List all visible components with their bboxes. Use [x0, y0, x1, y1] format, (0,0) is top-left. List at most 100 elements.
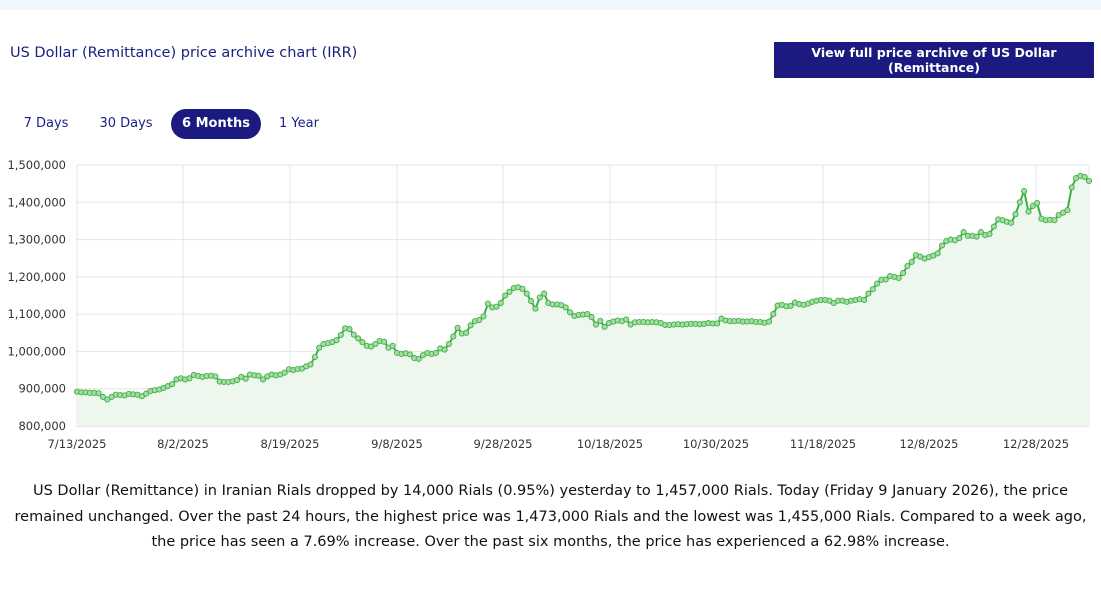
data-point	[143, 390, 150, 397]
data-point	[372, 340, 379, 348]
x-tick-label: 7/13/2025	[48, 437, 107, 451]
x-tick-label: 12/28/2025	[1003, 437, 1069, 451]
y-tick-label: 1,400,000	[7, 195, 66, 209]
data-point	[259, 376, 267, 383]
data-point	[441, 346, 448, 353]
data-point	[1051, 217, 1058, 224]
data-point	[138, 393, 145, 400]
x-tick-label: 8/2/2025	[157, 437, 209, 451]
data-point	[528, 298, 535, 305]
data-point	[714, 320, 721, 327]
data-point	[904, 262, 911, 270]
data-point	[861, 296, 868, 304]
y-tick-label: 1,300,000	[7, 233, 66, 247]
data-point	[623, 316, 630, 323]
data-point	[1064, 207, 1071, 214]
price-chart: 800,000 900,000 1,000,000 1,100,000 1,200,00…	[7, 158, 1093, 451]
series-area	[77, 175, 1089, 426]
data-point	[865, 290, 872, 297]
data-point	[337, 331, 344, 339]
tab-6-months[interactable]: 6 Months	[171, 109, 261, 139]
tab-1-year[interactable]: 1 Year	[279, 116, 319, 131]
data-point	[990, 223, 997, 230]
x-tick-label: 10/30/2025	[683, 437, 749, 451]
data-point	[523, 290, 530, 297]
data-point	[186, 375, 193, 382]
x-tick-label: 9/8/2025	[371, 437, 423, 451]
data-point	[480, 313, 487, 320]
data-point	[869, 286, 876, 293]
data-point	[389, 342, 396, 349]
data-point	[566, 309, 574, 316]
data-point	[536, 294, 543, 301]
data-point	[311, 353, 318, 361]
data-point	[255, 372, 262, 379]
view-full-archive-button[interactable]: View full price archive of US Dollar (Re…	[774, 42, 1094, 78]
data-point	[350, 331, 357, 338]
data-point	[476, 317, 483, 324]
data-point	[484, 300, 491, 307]
tab-30-days[interactable]: 30 Days	[99, 116, 153, 131]
data-point	[467, 322, 474, 329]
data-point	[316, 344, 323, 351]
data-point	[1034, 199, 1041, 207]
data-point	[406, 351, 414, 358]
data-point	[355, 335, 362, 342]
data-point	[493, 303, 500, 310]
data-point	[986, 230, 993, 238]
data-point	[346, 326, 353, 333]
data-point	[584, 311, 591, 318]
data-point	[506, 288, 513, 295]
data-point	[562, 304, 569, 311]
data-point	[895, 274, 902, 282]
data-point	[1068, 184, 1075, 191]
data-point	[1021, 188, 1028, 195]
price-summary-text: US Dollar (Remittance) in Iranian Rials …	[14, 483, 1087, 550]
data-point	[212, 373, 219, 380]
data-point	[787, 302, 794, 309]
data-point	[956, 235, 963, 242]
data-point	[281, 369, 288, 376]
data-point	[899, 270, 907, 277]
chart-title: US Dollar (Remittance) price archive cha…	[10, 45, 358, 61]
data-point	[502, 292, 509, 299]
x-tick-label: 10/18/2025	[577, 437, 643, 451]
data-point	[601, 323, 608, 330]
data-point	[1085, 177, 1093, 185]
data-point	[934, 250, 941, 257]
data-point	[432, 349, 440, 356]
data-point	[532, 305, 539, 312]
data-point	[519, 285, 526, 292]
data-point	[233, 377, 241, 384]
data-point	[104, 396, 111, 403]
data-point	[415, 355, 422, 362]
data-point	[977, 229, 984, 236]
data-point	[359, 339, 366, 346]
data-point	[463, 329, 470, 336]
y-tick-label: 800,000	[18, 419, 66, 433]
data-point	[1012, 211, 1019, 218]
data-point	[765, 318, 773, 325]
x-tick-label: 12/8/2025	[900, 437, 959, 451]
data-point	[307, 361, 314, 368]
data-point	[169, 381, 176, 388]
tab-7-days[interactable]: 7 Days	[23, 116, 69, 131]
data-point	[497, 299, 504, 307]
data-point	[882, 276, 889, 283]
data-point	[1029, 202, 1036, 210]
data-point	[770, 311, 777, 318]
data-point	[938, 242, 946, 249]
data-point	[242, 375, 249, 382]
data-point	[908, 258, 915, 265]
data-point	[973, 233, 980, 240]
y-tick-label: 1,000,000	[7, 344, 66, 358]
y-tick-label: 900,000	[18, 382, 66, 396]
data-point	[1060, 209, 1067, 216]
data-point	[381, 338, 388, 345]
data-point	[99, 393, 106, 400]
data-point	[588, 314, 595, 321]
data-point	[445, 340, 452, 348]
data-point	[960, 229, 967, 236]
data-point	[1025, 208, 1032, 215]
top-strip	[0, 0, 1101, 10]
